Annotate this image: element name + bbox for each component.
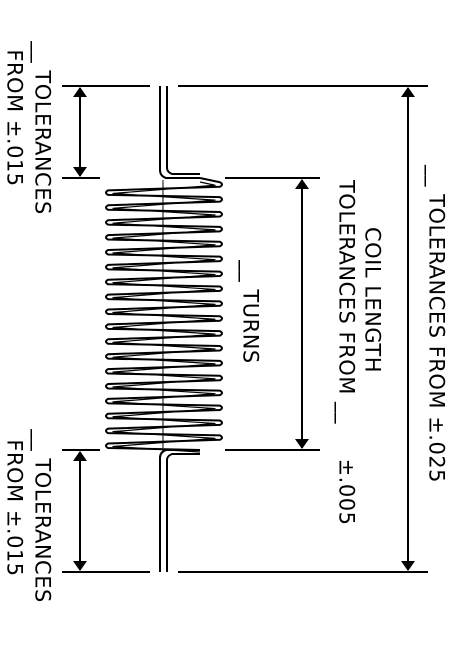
extension-lines bbox=[62, 85, 428, 573]
bottom-end-tolerance-line2: FROM ±.015 bbox=[2, 439, 27, 577]
top-end-tolerance-line1: __ TOLERANCES bbox=[30, 41, 55, 215]
spring-bottom-leg-inner bbox=[166, 453, 200, 572]
coil-length-line3: ±.005 bbox=[334, 458, 359, 526]
dimension-lines bbox=[73, 87, 415, 571]
spring-top-leg bbox=[159, 86, 200, 179]
turns-label: __ TURNS bbox=[238, 260, 263, 364]
spring-top-leg-inner bbox=[166, 86, 200, 175]
spring-coil bbox=[105, 177, 223, 451]
spring-coil-inner bbox=[112, 181, 216, 453]
bottom-end-tolerance-line1: __ TOLERANCES bbox=[30, 429, 55, 603]
coil-length-line2: TOLERANCES FROM __ bbox=[334, 179, 359, 425]
coil-length-line1: COIL LENGTH bbox=[360, 226, 385, 374]
overall-tolerance-label: __ TOLERANCES FROM ±.025 bbox=[424, 164, 449, 484]
spring bbox=[105, 86, 223, 572]
top-end-tolerance-line2: FROM ±.015 bbox=[2, 49, 27, 187]
